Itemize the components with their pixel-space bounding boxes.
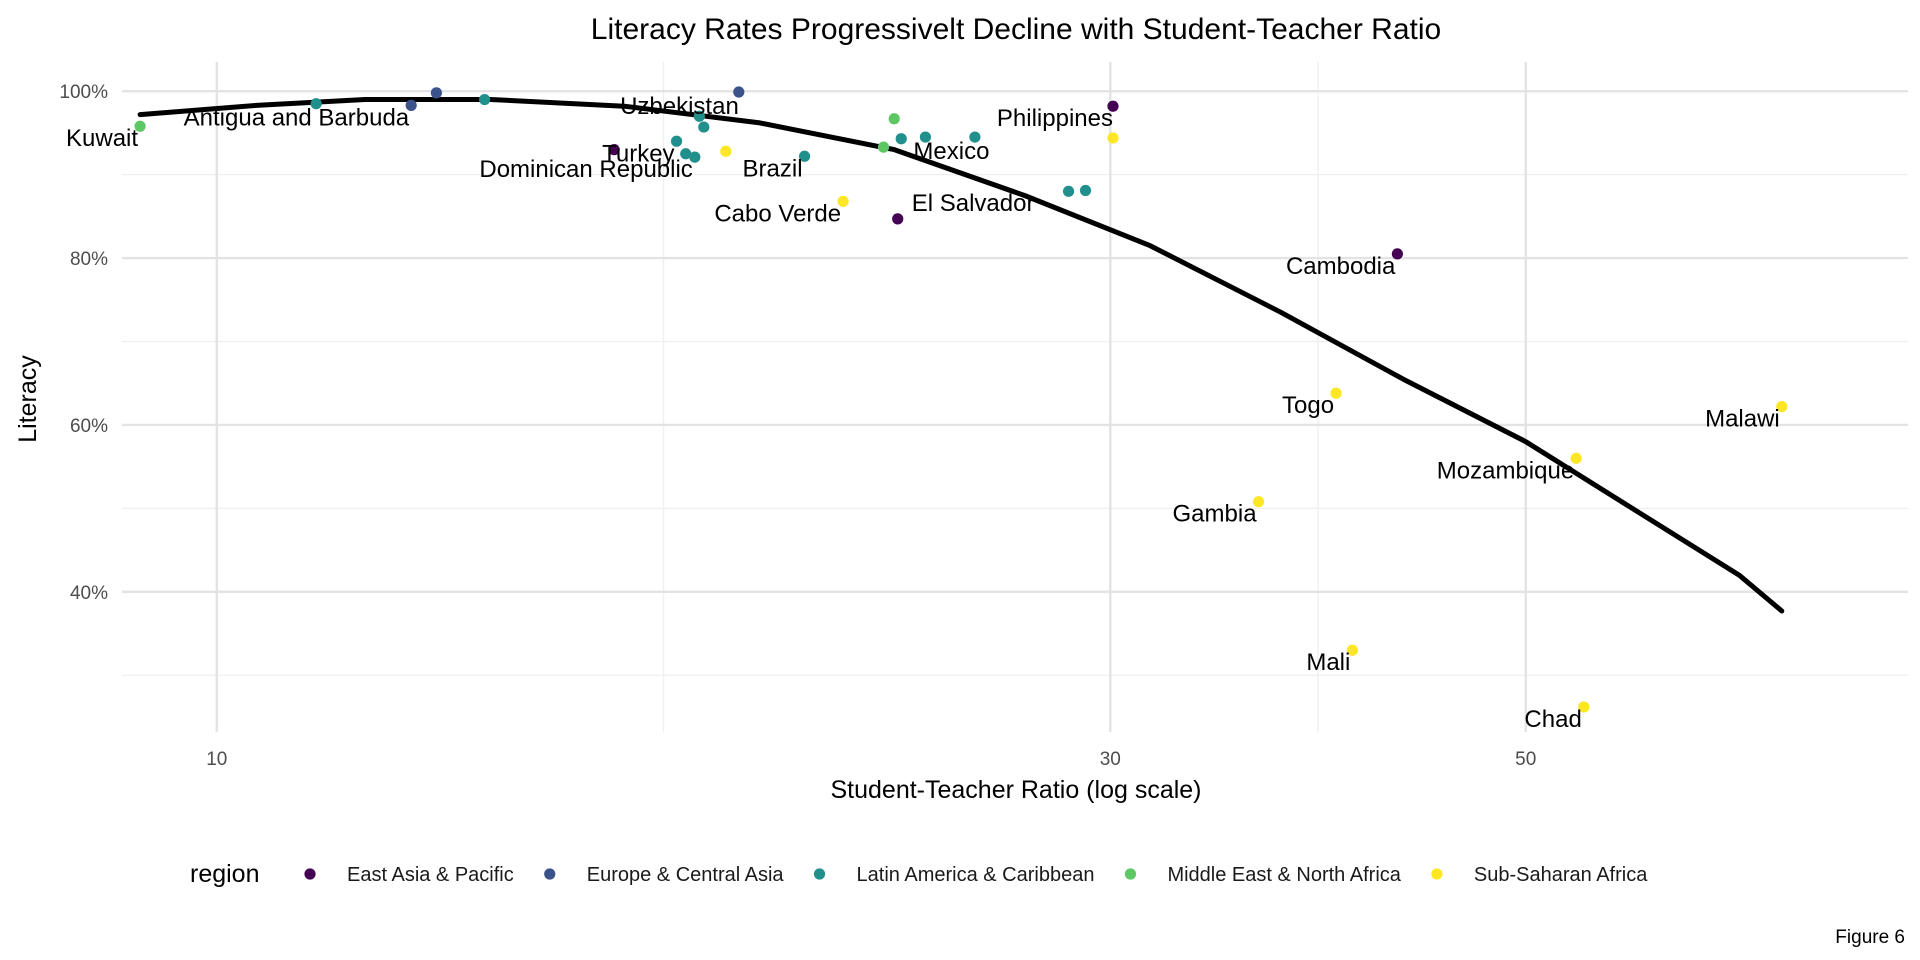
data-point [1107,132,1119,144]
data-point [1079,184,1092,197]
point-label: Mali [1306,649,1350,676]
point-label: Chad [1524,706,1581,733]
data-point [430,87,442,99]
legend-swatch [544,868,556,880]
point-label: Turkey [602,140,674,167]
x-tick-label: 50 [1515,749,1536,770]
legend-title: region [190,860,260,888]
legend-item: East Asia & Pacific [304,864,514,886]
legend-label: East Asia & Pacific [347,864,514,886]
y-axis-tick-labels: 40% 60% 80% 100% [59,82,108,604]
data-point [479,93,491,106]
point-label: Togo [1282,392,1334,419]
y-tick-label: 100% [59,82,108,103]
legend-label: Europe & Central Asia [587,864,785,886]
trend-line [137,97,1785,614]
point-label: Kuwait [66,125,138,152]
legend-item: Latin America & Caribbean [813,864,1095,886]
data-point [693,110,705,122]
legend-swatch [1124,868,1137,880]
figure-caption: Figure 6 [1835,927,1905,948]
minor-gridlines [122,62,1908,732]
data-point [1578,701,1590,713]
data-point [680,148,692,160]
point-label: El Salvador [912,190,1035,217]
data-point [698,121,710,133]
data-point [1570,452,1582,464]
data-point [1391,248,1403,260]
data-point [608,144,620,156]
point-label: Mexico [913,138,989,165]
data-point [1252,496,1265,508]
major-gridlines [122,62,1908,732]
data-point [733,86,745,98]
legend-label: Latin America & Caribbean [857,864,1095,886]
data-point [670,135,683,147]
data-point [1330,387,1342,399]
data-point [969,131,981,143]
point-label: Cambodia [1286,253,1396,280]
point-label: Malawi [1705,406,1780,433]
y-axis-title: Literacy [14,355,42,443]
y-tick-label: 60% [70,416,108,437]
data-point [1062,185,1075,197]
x-tick-label: 30 [1100,749,1121,770]
point-label: Brazil [743,155,803,182]
x-axis-tick-labels: 10 30 50 [206,749,1536,770]
legend-item: Europe & Central Asia [544,864,784,886]
data-point [798,150,811,162]
point-label: Antigua and Barbuda [184,104,410,131]
data-point [1107,100,1119,112]
legend-label: Sub-Saharan Africa [1474,864,1648,886]
data-point [310,98,322,110]
point-label: Uzbekistan [620,93,739,120]
point-label: Philippines [997,105,1113,132]
trend-line-layer [137,97,1785,614]
point-labels-layer: Kuwait Antigua and Barbuda TurkeyDominican… [66,93,1780,733]
data-point [405,99,417,111]
data-point [689,151,701,163]
data-point [1346,644,1358,656]
point-label: Dominican Republic [479,156,692,183]
data-point [720,145,732,157]
point-label: Gambia [1173,501,1258,528]
data-point [888,113,900,125]
x-axis-title: Student-Teacher Ratio (log scale) [830,776,1201,804]
legend-label: Middle East & North Africa [1167,864,1401,886]
legend-swatch [304,868,316,880]
data-points-layer [134,86,1788,713]
data-point [892,213,904,225]
data-point [895,133,907,145]
legend-item: Sub-Saharan Africa [1431,864,1648,886]
data-point [134,120,146,132]
data-point [919,131,932,143]
data-point [877,141,890,153]
legend-swatch [813,868,826,880]
data-point [837,195,849,207]
x-tick-label: 10 [206,749,227,770]
chart-title: Literacy Rates Progressivelt Decline wit… [591,13,1441,46]
point-label: Cabo Verde [714,200,841,227]
legend: region East Asia & Pacific Europe & Centr… [190,860,1648,888]
y-tick-label: 40% [70,583,108,604]
data-point [1776,400,1788,413]
legend-item: Middle East & North Africa [1124,864,1402,886]
point-label: Mozambique [1437,457,1574,484]
y-tick-label: 80% [70,249,108,270]
legend-swatch [1431,868,1443,880]
